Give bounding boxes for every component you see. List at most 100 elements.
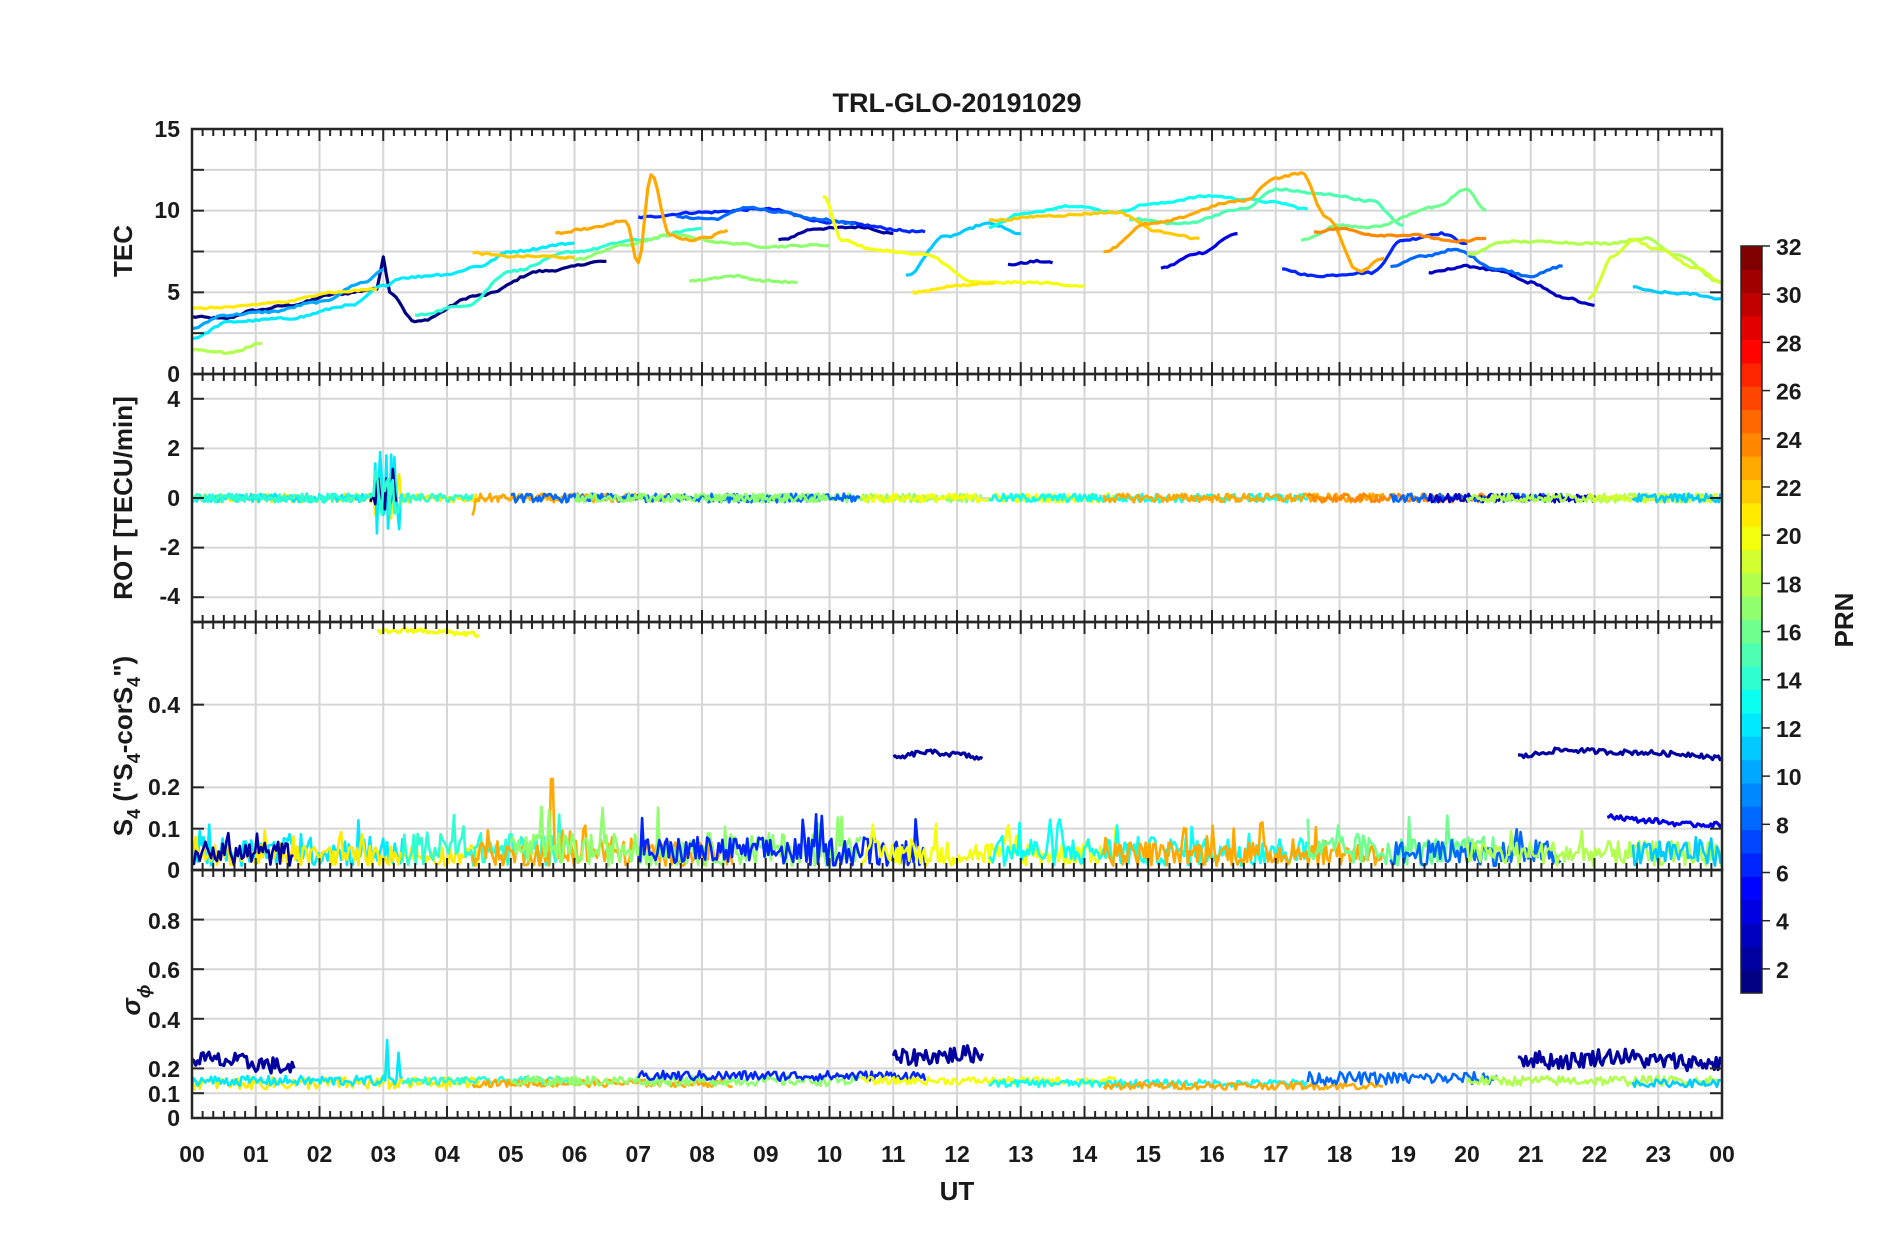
- tec-series-line: [1103, 171, 1385, 274]
- rot-ytick: -4: [160, 583, 181, 609]
- tec-panel: 0 5 10 15 TEC: [108, 116, 1724, 387]
- sigma-phi-ytick-labels: 0 0.1 0.2 0.4 0.6 0.8: [148, 908, 180, 1131]
- x-axis-label: UT: [940, 1176, 975, 1206]
- sigma-phi-ytick: 0: [167, 1105, 180, 1131]
- colorbar-swatch: [1741, 409, 1762, 434]
- colorbar-swatch: [1741, 292, 1762, 317]
- x-tick-label: 10: [817, 1141, 843, 1167]
- sigma-phi-ytick: 0.8: [148, 908, 180, 934]
- s4-ytick: 0.2: [148, 774, 180, 800]
- tec-series-line: [1129, 187, 1404, 227]
- tec-ytick: 10: [154, 197, 180, 223]
- rot-series-line: [573, 492, 830, 504]
- sigma-phi-series-line: [1517, 1047, 1722, 1073]
- x-tick-label: 04: [434, 1141, 460, 1167]
- s4-series-line: [892, 748, 984, 761]
- tec-ytick: 0: [167, 361, 180, 387]
- colorbar-swatch: [1741, 479, 1762, 504]
- x-tick-label: 00: [179, 1141, 205, 1167]
- rot-ytick: 0: [167, 485, 180, 511]
- s4-ytick: 0.1: [148, 816, 180, 842]
- tec-ytick: 15: [154, 116, 180, 142]
- tec-series-line: [1428, 263, 1595, 307]
- x-tick-label: 13: [1008, 1141, 1034, 1167]
- sigma-phi-ytick: 0.4: [148, 1007, 180, 1033]
- sigma-phi-series-line: [1465, 1074, 1722, 1087]
- tec-series-line: [1007, 258, 1054, 267]
- x-tick-label: 14: [1072, 1141, 1098, 1167]
- s4-series-line: [860, 822, 1117, 867]
- colorbar-tick-label: 10: [1776, 764, 1802, 790]
- s4-ytick: 0: [167, 857, 180, 883]
- x-tick-label: 16: [1199, 1141, 1225, 1167]
- sigma-phi-series-line: [988, 1078, 1308, 1089]
- tec-ytick-labels: 0 5 10 15: [154, 116, 180, 387]
- tec-series-line: [689, 273, 798, 285]
- x-tick-label: 09: [753, 1141, 779, 1167]
- s4-series-line: [1517, 746, 1722, 762]
- tec-series-line: [1300, 187, 1487, 243]
- colorbar-swatch: [1741, 829, 1762, 854]
- tec-ticks: [191, 128, 1723, 375]
- tec-series-line: [472, 250, 575, 260]
- tec-series-line: [676, 205, 856, 226]
- rot-ytick: 2: [167, 435, 180, 461]
- x-tick-label: 17: [1263, 1141, 1289, 1167]
- sigma-phi-series-line: [891, 1044, 985, 1067]
- sigma-phi-ticks: [191, 870, 1723, 1119]
- x-tick-label: 12: [944, 1141, 970, 1167]
- rot-ytick-labels: -4 -2 0 2 4: [160, 386, 181, 609]
- tec-series-line: [192, 268, 384, 330]
- tec-series-line: [192, 276, 404, 340]
- colorbar-swatch: [1741, 502, 1762, 527]
- s4-series-line: [192, 831, 294, 867]
- colorbar-swatch: [1741, 666, 1762, 691]
- rot-series-line: [1102, 492, 1386, 504]
- s4-ylabel: S4 ("S4-corS4"): [108, 656, 144, 836]
- colorbar-tick-label: 20: [1776, 523, 1802, 549]
- colorbar-tick-label: 2: [1776, 957, 1789, 983]
- x-tick-label: 00: [1709, 1141, 1735, 1167]
- tec-series-line: [988, 193, 1308, 230]
- colorbar-swatch: [1741, 246, 1762, 270]
- colorbar-swatch: [1741, 852, 1762, 877]
- tec-series-line: [822, 194, 1085, 288]
- colorbar-tick-label: 18: [1776, 571, 1802, 597]
- x-tick-label: 03: [370, 1141, 396, 1167]
- tec-lines: [192, 171, 1722, 355]
- colorbar-swatch: [1741, 619, 1762, 644]
- rot-ytick: -2: [160, 534, 180, 560]
- x-tick-label: 22: [1582, 1141, 1608, 1167]
- x-tick-label: 02: [307, 1141, 333, 1167]
- sigma-phi-grid: [192, 870, 1722, 1118]
- figure-title: TRL-GLO-20191029: [832, 88, 1081, 118]
- rot-series-line: [192, 464, 480, 520]
- tec-series-line: [1466, 236, 1722, 284]
- s4-series-line: [637, 813, 927, 867]
- sigma-phi-ytick: 0.6: [148, 957, 180, 983]
- colorbar-scale: [1741, 246, 1762, 994]
- colorbar-swatch: [1741, 969, 1762, 994]
- rot-lines: [192, 450, 1722, 535]
- x-tick-label: 15: [1135, 1141, 1161, 1167]
- s4-panel: 0 0.1 0.2 0.4 S4 ("S4-corS4"): [108, 620, 1724, 883]
- tec-series-line: [911, 280, 996, 295]
- colorbar-swatch: [1741, 712, 1762, 737]
- x-tick-label: 11: [881, 1141, 906, 1167]
- colorbar-swatch: [1741, 922, 1762, 947]
- colorbar-tick-label: 14: [1776, 668, 1802, 694]
- x-tick-label: 20: [1454, 1141, 1480, 1167]
- x-tick-label: 05: [498, 1141, 524, 1167]
- tec-series-line: [192, 287, 377, 311]
- sigma-phi-lines: [192, 1038, 1722, 1091]
- colorbar-swatch: [1741, 642, 1762, 667]
- colorbar-tick-label: 26: [1776, 379, 1802, 405]
- tec-series-line: [192, 255, 607, 324]
- s4-ytick-labels: 0 0.1 0.2 0.4: [148, 692, 180, 883]
- tec-series-line: [192, 341, 263, 355]
- rot-ytick: 4: [167, 386, 180, 412]
- colorbar-swatch: [1741, 876, 1762, 901]
- s4-series-line: [1631, 836, 1722, 868]
- tec-series-line: [555, 173, 729, 265]
